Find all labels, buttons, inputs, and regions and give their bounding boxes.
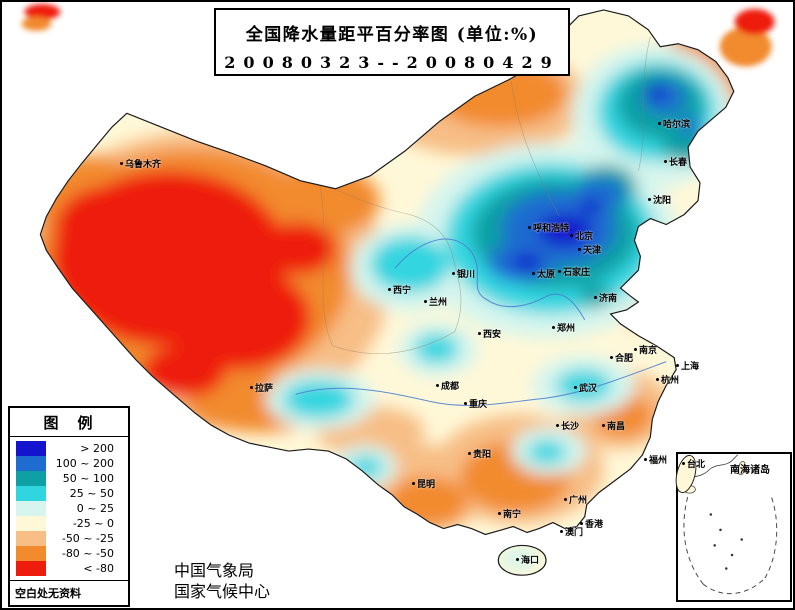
legend-row: 25 ~ 50 bbox=[10, 486, 128, 501]
legend-label: 100 ~ 200 bbox=[55, 457, 114, 470]
legend-title: 图 例 bbox=[10, 408, 128, 437]
agency-line2: 国家气候中心 bbox=[174, 582, 271, 601]
hainan-island bbox=[497, 544, 547, 576]
south-china-sea-inset: 南海诸岛 bbox=[676, 452, 792, 602]
legend-label: < -80 bbox=[83, 562, 114, 575]
map-date-range: 20080323--20080429 bbox=[224, 53, 560, 72]
inset-label: 南海诸岛 bbox=[730, 465, 770, 476]
inset-islands bbox=[709, 513, 743, 570]
legend-label: -25 ~ 0 bbox=[72, 517, 114, 530]
legend-footnote: 空白处无资料 bbox=[10, 580, 128, 605]
legend: 图 例 > 200 100 ~ 200 50 ~ 100 25 ~ 50 0 ~ 25 -… bbox=[8, 406, 130, 607]
legend-swatch bbox=[16, 441, 46, 456]
legend-swatch bbox=[16, 561, 46, 576]
legend-label: -80 ~ -50 bbox=[61, 547, 114, 560]
agency-line1: 中国气象局 bbox=[174, 561, 255, 580]
legend-swatch bbox=[16, 531, 46, 546]
legend-row: 0 ~ 25 bbox=[10, 501, 128, 516]
inset-dash-line bbox=[683, 494, 778, 595]
legend-swatch bbox=[16, 456, 46, 471]
legend-swatch bbox=[16, 516, 46, 531]
legend-label: 0 ~ 25 bbox=[76, 502, 114, 515]
legend-row: -25 ~ 0 bbox=[10, 516, 128, 531]
legend-row: < -80 bbox=[10, 561, 128, 576]
map-title: 全国降水量距平百分率图 (单位:%) bbox=[245, 25, 539, 45]
title-box: 全国降水量距平百分率图 (单位:%) 20080323--20080429 bbox=[214, 8, 570, 76]
legend-label: 25 ~ 50 bbox=[69, 487, 114, 500]
legend-row: > 200 bbox=[10, 441, 128, 456]
agency-credits: 中国气象局 国家气候中心 bbox=[174, 560, 270, 602]
legend-swatch bbox=[16, 486, 46, 501]
legend-label: 50 ~ 100 bbox=[62, 472, 114, 485]
corner-color-patches bbox=[21, 3, 775, 67]
legend-swatch bbox=[16, 501, 46, 516]
legend-row: 50 ~ 100 bbox=[10, 471, 128, 486]
legend-items: > 200 100 ~ 200 50 ~ 100 25 ~ 50 0 ~ 25 -25 ~… bbox=[10, 437, 128, 576]
legend-row: -50 ~ -25 bbox=[10, 531, 128, 546]
legend-row: -80 ~ -50 bbox=[10, 546, 128, 561]
inset-taiwan bbox=[737, 461, 746, 476]
legend-row: 100 ~ 200 bbox=[10, 456, 128, 471]
inset-hainan bbox=[683, 485, 696, 494]
legend-swatch bbox=[16, 471, 46, 486]
inset-coastline bbox=[678, 454, 739, 484]
china-boundary bbox=[39, 9, 735, 536]
legend-swatch bbox=[16, 546, 46, 561]
province-borders bbox=[318, 36, 651, 354]
legend-label: -50 ~ -25 bbox=[61, 532, 114, 545]
legend-label: > 200 bbox=[80, 442, 114, 455]
rivers bbox=[295, 238, 667, 406]
